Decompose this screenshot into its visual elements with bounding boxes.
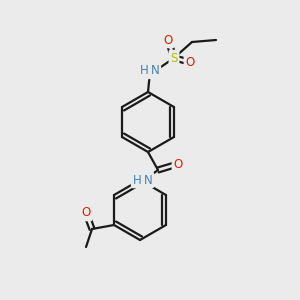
Text: N: N — [151, 64, 159, 77]
Text: O: O — [173, 158, 183, 170]
Text: H: H — [133, 173, 141, 187]
Text: O: O — [164, 34, 172, 46]
Text: N: N — [144, 173, 152, 187]
Text: O: O — [81, 206, 91, 220]
Text: O: O — [185, 56, 195, 68]
Text: S: S — [170, 52, 178, 64]
Text: H: H — [140, 64, 148, 77]
